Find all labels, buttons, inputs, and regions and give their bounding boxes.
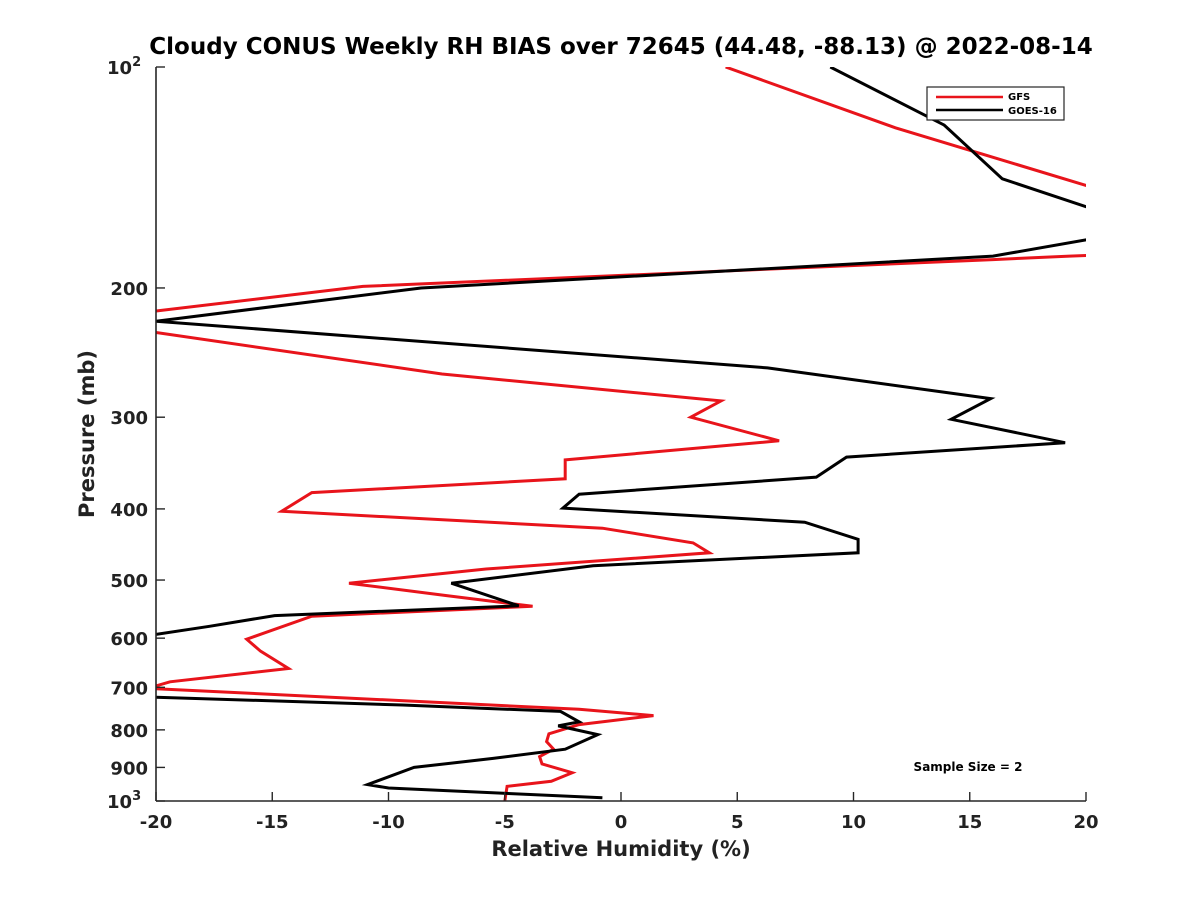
chart-title: Cloudy CONUS Weekly RH BIAS over 72645 (… — [149, 34, 1092, 60]
x-tick-label: 10 — [841, 812, 866, 833]
y-tick-label: 300 — [110, 408, 148, 429]
x-tick-label: -10 — [372, 812, 405, 833]
legend-label-goes16: GOES-16 — [1008, 106, 1057, 117]
x-tick-label: 5 — [731, 812, 744, 833]
legend: GFS GOES-16 — [926, 86, 1065, 121]
legend-box — [926, 86, 1065, 121]
x-ticks: -20 -15 -10 -5 0 5 10 15 20 — [140, 792, 1099, 833]
x-tick-label: 15 — [957, 812, 982, 833]
x-tick-label: -20 — [140, 812, 173, 833]
y-tick-label: 103 — [107, 789, 141, 813]
series-line-goes-16 — [156, 67, 1086, 800]
axes — [155, 67, 1086, 802]
series-line-gfs — [156, 67, 1086, 801]
y-axis-label: Pressure (mb) — [75, 350, 99, 518]
x-tick-label: -5 — [495, 812, 515, 833]
y-tick-label: 500 — [110, 571, 148, 592]
y-tick-label: 700 — [110, 678, 148, 699]
y-tick-label: 102 — [107, 55, 141, 79]
y-tick-label: 800 — [110, 721, 148, 742]
legend-label-gfs: GFS — [1008, 92, 1030, 103]
y-tick-label: 200 — [110, 279, 148, 300]
y-tick-label: 400 — [110, 500, 148, 521]
x-tick-label: 20 — [1073, 812, 1098, 833]
x-tick-label: 0 — [615, 812, 628, 833]
sample-size-annotation: Sample Size = 2 — [914, 760, 1023, 774]
y-tick-label: 600 — [110, 629, 148, 650]
series-layer — [156, 67, 1086, 801]
x-axis-label: Relative Humidity (%) — [491, 837, 750, 861]
y-ticks: 102 200 300 400 500 600 700 800 900 103 — [107, 55, 165, 813]
x-tick-label: -15 — [256, 812, 289, 833]
y-tick-label: 900 — [110, 758, 148, 779]
